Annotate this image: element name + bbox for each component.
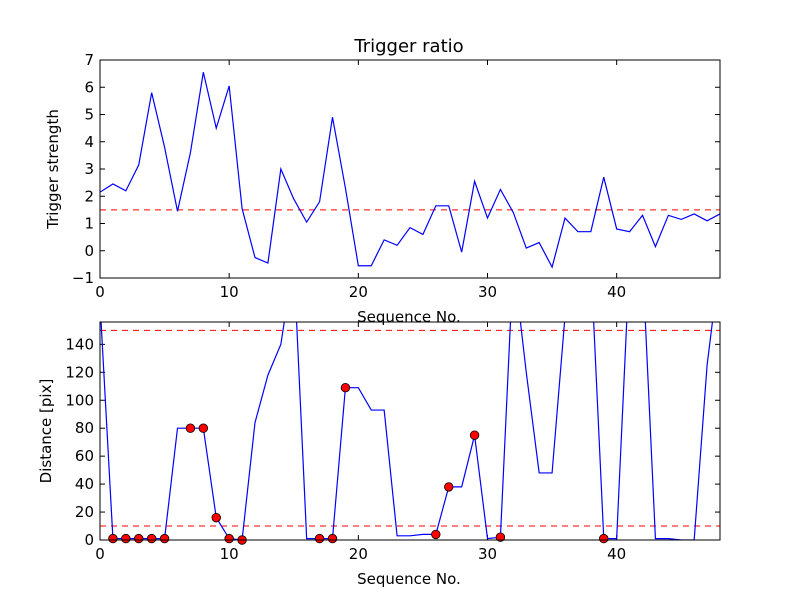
data-point-marker	[211, 512, 221, 523]
trigger-ratio-chart: Trigger ratio Sequence No. Trigger stren…	[44, 36, 721, 326]
data-point-marker	[121, 533, 131, 544]
x-tick-label: 20	[349, 545, 368, 563]
y-tick-label: 40	[75, 475, 94, 493]
data-point-marker	[599, 533, 609, 544]
data-point-marker	[314, 533, 325, 544]
tick-group: 0 10 20 30 40 0 20 40 60 80 100 120 140	[65, 322, 720, 563]
data-point-marker	[159, 533, 170, 544]
plot-area	[100, 322, 720, 545]
data-point-marker	[444, 482, 454, 492]
data-point-marker	[469, 430, 480, 440]
data-point-marker	[327, 533, 338, 544]
axes-frame	[99, 321, 721, 541]
y-tick-label: 5	[84, 106, 94, 124]
x-tick-label: 20	[349, 283, 368, 301]
data-point-marker	[185, 423, 196, 433]
y-tick-label: 7	[84, 51, 94, 69]
data-point-marker	[146, 533, 157, 544]
series-line	[100, 322, 714, 540]
x-axis-label: Sequence No.	[357, 570, 461, 588]
data-point-marker	[198, 423, 209, 433]
x-axis-label: Sequence No.	[357, 308, 461, 326]
y-tick-label: 3	[84, 160, 94, 178]
y-tick-label: 0	[84, 242, 94, 260]
y-tick-label: 4	[84, 133, 94, 151]
y-tick-label: 0	[84, 531, 94, 549]
distance-chart: Sequence No. Distance [pix] 0 10 20 30 40 0 20…	[37, 321, 721, 588]
y-tick-label: 140	[65, 335, 94, 353]
y-tick-label: 60	[75, 447, 94, 465]
x-tick-label: 40	[607, 545, 626, 563]
y-tick-label: 1	[84, 215, 94, 233]
data-point-marker	[495, 532, 506, 542]
series-line	[100, 72, 720, 269]
x-tick-label: 0	[95, 283, 105, 301]
plot-area	[100, 72, 720, 269]
data-point-marker	[224, 533, 234, 544]
y-tick-label: 100	[65, 391, 94, 409]
data-point-marker	[134, 533, 144, 544]
x-tick-label: 10	[220, 283, 239, 301]
x-tick-label: 0	[95, 545, 105, 563]
y-tick-label: −1	[72, 269, 94, 287]
data-point-marker	[108, 533, 118, 544]
axes-frame	[99, 59, 721, 279]
chart-title: Trigger ratio	[353, 36, 463, 57]
y-tick-label: 6	[84, 78, 94, 96]
x-tick-label: 40	[607, 283, 626, 301]
y-tick-label: 2	[84, 187, 94, 205]
x-tick-label: 30	[478, 283, 497, 301]
x-tick-label: 30	[478, 545, 497, 563]
y-tick-label: 20	[75, 503, 94, 521]
y-tick-label: 80	[75, 419, 94, 437]
data-point-marker	[340, 382, 351, 393]
data-point-marker	[431, 529, 441, 540]
y-tick-label: 120	[65, 363, 94, 381]
y-axis-label: Trigger strength	[44, 109, 62, 230]
y-axis-label: Distance [pix]	[37, 379, 55, 484]
x-tick-label: 10	[220, 545, 239, 563]
